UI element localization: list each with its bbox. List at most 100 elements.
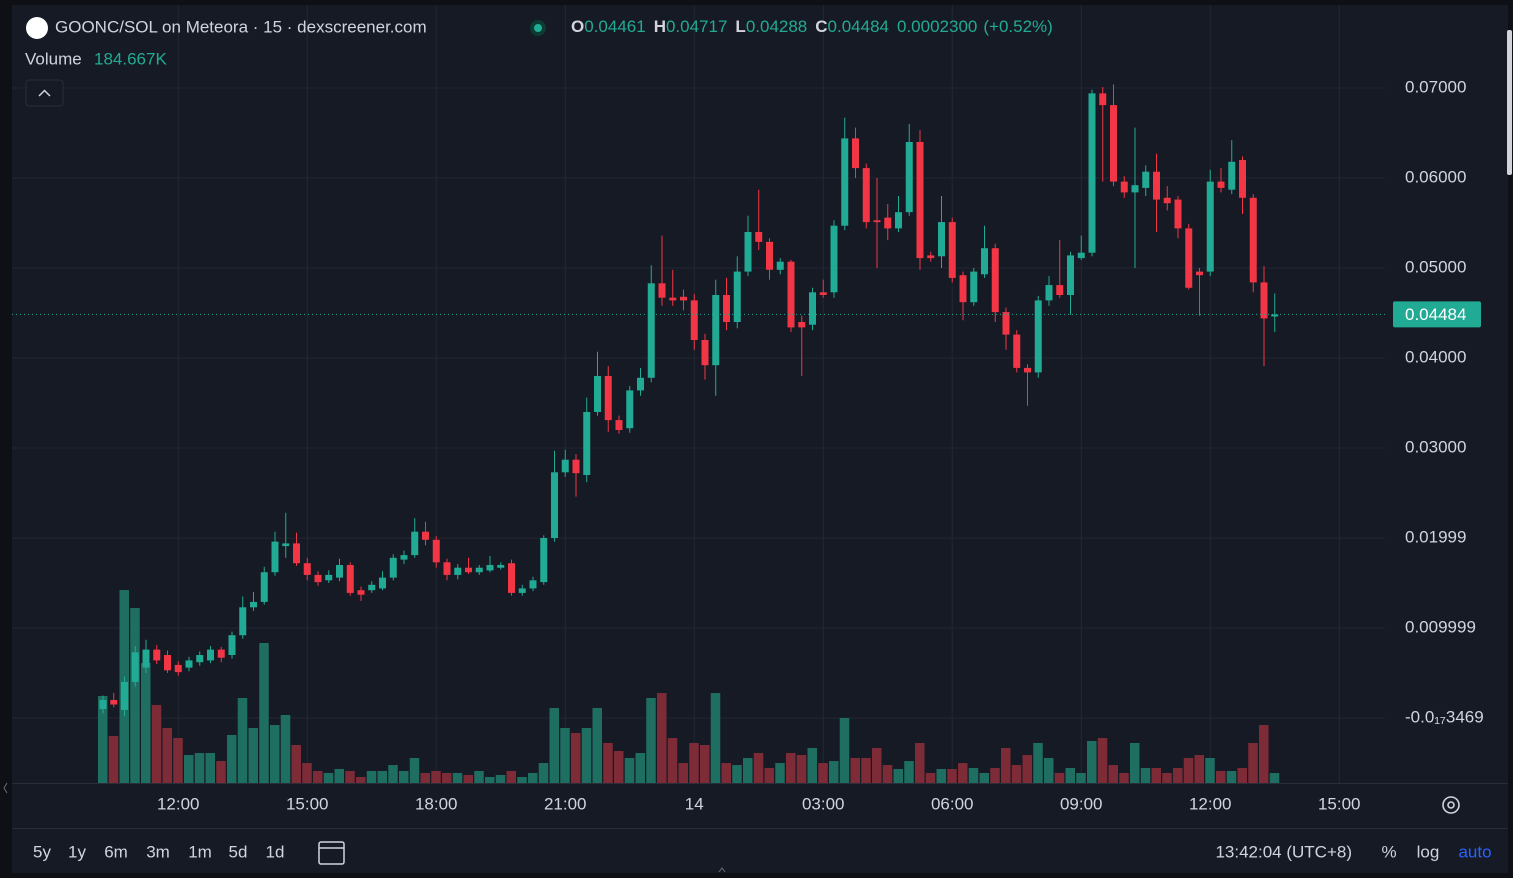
volume-bar	[925, 772, 936, 783]
x-tick-label: 21:00	[544, 794, 587, 813]
volume-bar	[1076, 772, 1086, 783]
volume-bar	[517, 776, 527, 783]
low-value: 0.04288	[746, 17, 807, 36]
volume-bar	[323, 772, 334, 783]
x-tick-label: 09:00	[1060, 794, 1103, 813]
volume-bar	[764, 768, 774, 783]
volume-value: 184.667K	[94, 49, 167, 68]
side-handle[interactable]	[3, 782, 8, 794]
candle-body	[1153, 171, 1160, 200]
date-range-button[interactable]	[318, 841, 345, 865]
log-toggle[interactable]: log	[1417, 842, 1440, 861]
volume-bar	[775, 763, 785, 783]
candle-body	[432, 539, 440, 563]
volume-bar	[270, 725, 280, 783]
candle-body	[422, 531, 429, 540]
candle-body	[551, 472, 558, 539]
y-tick-label: 0.06000	[1405, 167, 1466, 186]
candle-body	[282, 543, 290, 547]
volume-bar	[635, 753, 645, 783]
candle-body	[948, 222, 956, 278]
candle-body	[164, 655, 171, 671]
candle-body	[1142, 171, 1150, 188]
range-button[interactable]: 5y	[33, 842, 51, 861]
scrollbar[interactable]	[1507, 30, 1512, 175]
volume-bar	[205, 753, 215, 783]
range-button[interactable]: 5d	[229, 842, 248, 861]
candle-body	[217, 649, 225, 658]
range-button[interactable]: 1y	[68, 842, 86, 861]
candle-body	[572, 459, 580, 474]
candle-body	[1045, 285, 1053, 301]
candle-body	[830, 225, 838, 293]
candle-body	[443, 562, 451, 575]
volume-bar	[829, 761, 839, 783]
candle-body	[637, 377, 644, 391]
clock: 13:42:04 (UTC+8)	[1215, 842, 1352, 861]
candle-body	[615, 420, 623, 431]
volume-bar	[291, 744, 301, 783]
candle-body	[744, 231, 752, 272]
volume-name: Volume	[25, 49, 82, 68]
volume-bar	[990, 768, 1000, 783]
candle-body	[293, 543, 300, 564]
auto-toggle[interactable]: auto	[1458, 842, 1491, 861]
volume-bar	[915, 742, 925, 783]
open-value: 0.04461	[584, 17, 645, 36]
volume-bar	[1216, 770, 1226, 783]
volume-bar	[377, 770, 387, 783]
candle-body	[1002, 312, 1010, 335]
candle-body	[346, 565, 354, 593]
candle-body	[991, 248, 999, 313]
range-button[interactable]: 3m	[146, 842, 170, 861]
volume-bar	[861, 757, 871, 783]
volume-bar	[786, 753, 796, 783]
candle-body	[336, 565, 343, 578]
candle-body	[594, 375, 601, 413]
volume-bar	[603, 742, 613, 783]
candle-body	[303, 563, 311, 575]
candle-body	[1077, 252, 1085, 259]
x-tick-label: 03:00	[802, 794, 845, 813]
volume-bar	[732, 765, 742, 783]
candle-body	[981, 248, 988, 275]
expand-handle[interactable]	[718, 867, 726, 873]
volume-bar	[1269, 773, 1280, 783]
candle-body	[1174, 199, 1182, 229]
candle-body	[389, 557, 397, 578]
volume-bar	[237, 698, 248, 783]
volume-bar	[345, 770, 355, 783]
percent-toggle[interactable]: %	[1381, 842, 1396, 861]
volume-bar	[872, 748, 882, 783]
volume-bar	[689, 742, 699, 783]
candle-body	[1056, 285, 1064, 295]
volume-bar	[1022, 755, 1032, 783]
candle-body	[658, 283, 666, 298]
candle-body	[959, 275, 967, 303]
candle-body	[916, 141, 924, 259]
candle-body	[766, 241, 773, 270]
collapse-button[interactable]	[25, 79, 64, 107]
settings-button[interactable]	[1442, 796, 1460, 814]
candle-body	[712, 294, 720, 366]
last-price-label: 0.04484	[1405, 305, 1466, 324]
open-letter: O	[571, 17, 584, 36]
range-button[interactable]: 1m	[188, 842, 212, 861]
volume-bar	[678, 763, 688, 783]
volume-bar	[1044, 757, 1054, 783]
volume-bar	[839, 717, 850, 783]
candle-body	[1217, 181, 1225, 188]
candle-body	[207, 649, 214, 661]
range-button[interactable]: 6m	[104, 842, 128, 861]
candle-body	[798, 321, 806, 328]
candle-body	[486, 565, 494, 571]
candle-body	[368, 584, 376, 591]
candle-body	[1228, 161, 1236, 190]
range-button[interactable]: 1d	[266, 842, 285, 861]
volume-bar	[1097, 738, 1108, 783]
candle-body	[927, 255, 935, 259]
volume-bar	[173, 738, 183, 783]
candle-body	[260, 572, 268, 602]
candle-body	[271, 541, 279, 573]
